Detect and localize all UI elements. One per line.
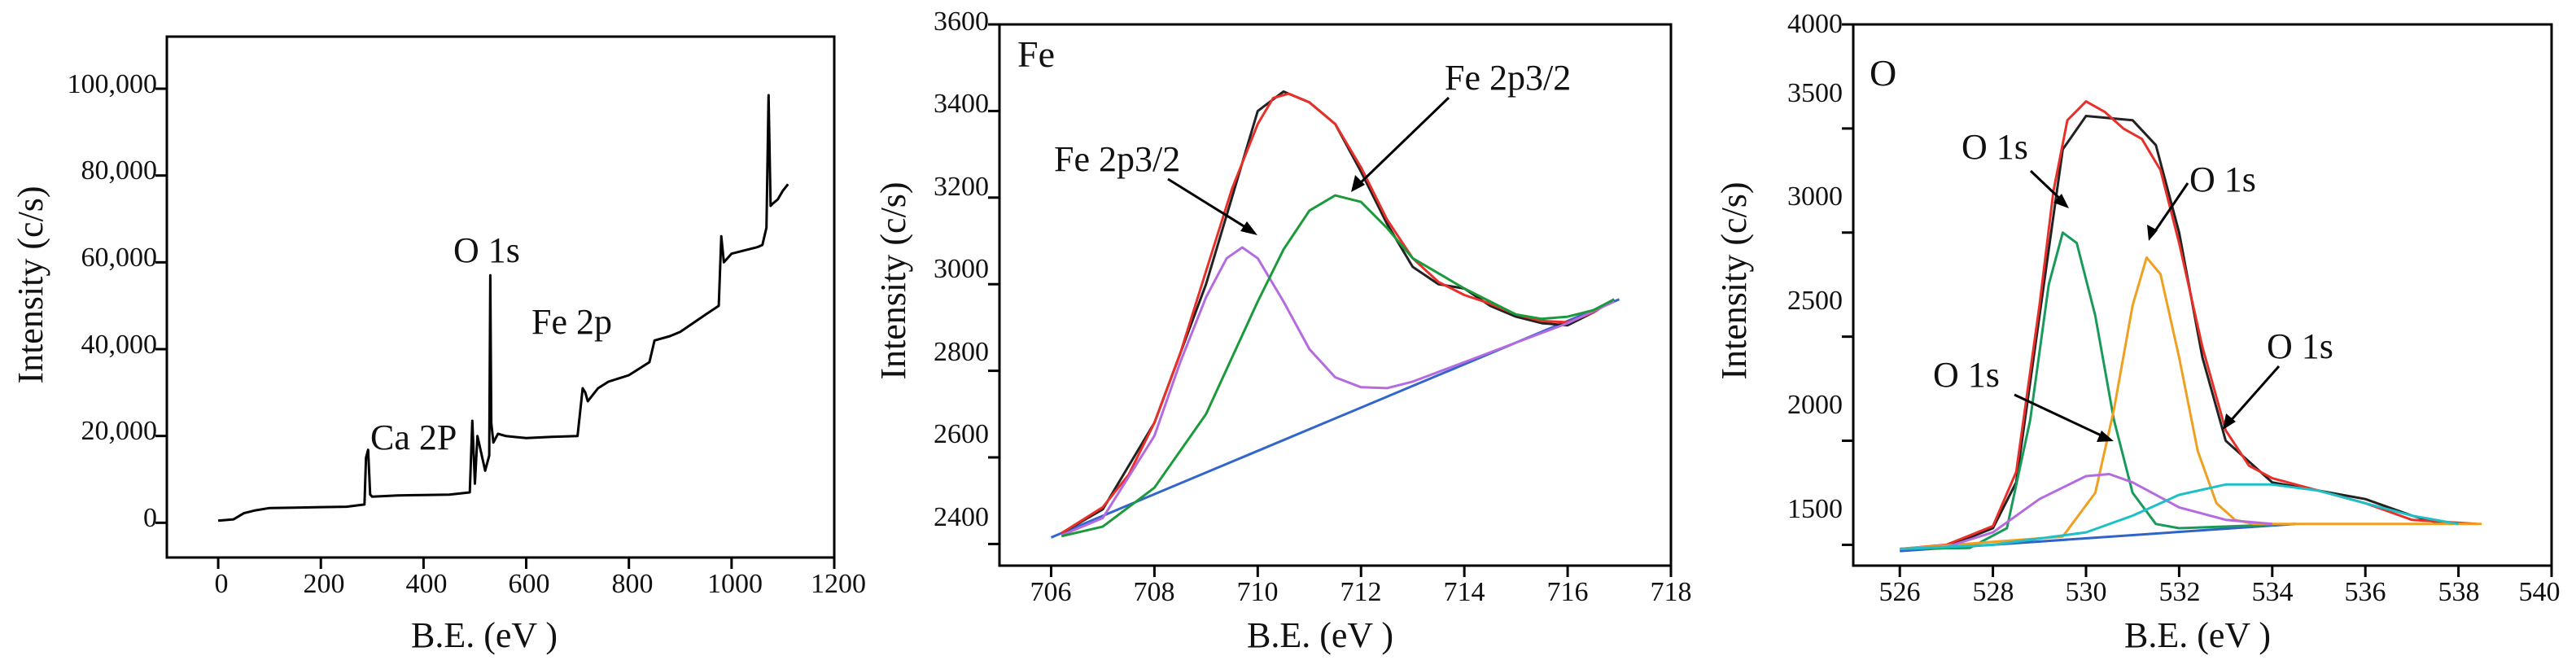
survey-x-ticks: [216, 558, 836, 569]
fe-ytick-label: 3200: [934, 172, 989, 202]
fe-2p32-annotation-right: Fe 2p3/2: [1445, 58, 1571, 98]
fe-x-ticks: [1049, 566, 1673, 577]
o-arrow-3: [2014, 393, 2107, 439]
fe-series-line-4: [1061, 246, 1615, 537]
fe-series-line-5: [1061, 194, 1615, 538]
o-plot-frame: [1852, 23, 2553, 567]
o-arrow-2: [2151, 182, 2189, 235]
fe-ytick-label: 2400: [934, 502, 989, 532]
fe-y-axis-label: Intensity (c/s): [873, 181, 913, 379]
o-xtick-label: 532: [2159, 577, 2201, 607]
survey-ytick-label: 60,000: [81, 243, 158, 273]
fe-ytick-label: 3600: [934, 7, 989, 37]
o-xtick-label: 528: [1973, 577, 2014, 607]
o-series: [1900, 100, 2482, 553]
fe-ytick-label: 3000: [934, 254, 989, 284]
o-xtick-label: 530: [2066, 577, 2107, 607]
fe-ytick-label: 2600: [934, 419, 989, 449]
survey-xtick-label: 600: [509, 569, 550, 599]
o-series-line-4: [1900, 231, 2296, 550]
survey-series-line-1: [217, 94, 789, 523]
o-ytick-label: 3000: [1787, 181, 1843, 212]
survey-y-axis-label: Intensity (c/s): [11, 186, 50, 383]
fe-ytick-label: 3400: [934, 89, 989, 119]
fe-left-arrowhead: [1240, 221, 1257, 235]
o-arrowhead-1: [2053, 194, 2069, 208]
survey-y-ticks: [155, 87, 167, 524]
survey-panel: 0 200 400 600 800 1000 1200 0 20,000 40,…: [11, 35, 866, 655]
survey-ytick-label: 80,000: [81, 155, 158, 186]
fe-ytick-label: 2800: [934, 337, 989, 367]
ca-2p-annotation: Ca 2P: [370, 418, 457, 457]
o-arrowhead-2: [2147, 225, 2158, 241]
o-ytick-label: 1500: [1787, 494, 1843, 524]
o-series-line-3: [1900, 100, 2478, 550]
survey-ytick-label: 20,000: [81, 416, 158, 446]
o-series-line-7: [1900, 483, 2459, 550]
fe-2p32-annotation-left: Fe 2p3/2: [1054, 139, 1180, 179]
fe-xtick-label: 706: [1030, 577, 1072, 607]
o-1s-annotation: O 1s: [453, 230, 520, 270]
o-ytick-label: 2000: [1787, 390, 1843, 420]
survey-xtick-label: 1000: [707, 569, 763, 599]
o-series-line-2: [1900, 115, 2459, 550]
survey-ytick-label: 40,000: [81, 330, 158, 360]
o-1s-annotation-1: O 1s: [1962, 127, 2028, 167]
survey-x-axis-label: B.E. (eV ): [411, 615, 558, 655]
survey-ytick-label: 0: [143, 503, 157, 533]
fe-right-arrowhead: [1351, 175, 1365, 192]
fe-plot-frame: [998, 23, 1673, 567]
fe-xtick-label: 712: [1340, 577, 1382, 607]
fe-xtick-label: 714: [1444, 577, 1485, 607]
o-arrowhead-3: [2097, 431, 2114, 442]
o-panel: 526 528 530 532 534 536 538 540 1500 200…: [1714, 9, 2561, 655]
survey-xtick-label: 800: [612, 569, 654, 599]
o-x-axis-label: B.E. (eV ): [2124, 615, 2271, 655]
survey-ytick-label: 100,000: [68, 69, 158, 99]
fe-series-line-2: [1061, 90, 1615, 535]
o-arrow-1: [2029, 169, 2065, 203]
o-1s-annotation-4: O 1s: [2267, 326, 2333, 366]
survey-xtick-label: 0: [215, 569, 229, 599]
fe-panel-title: Fe: [1017, 33, 1055, 75]
fe-xtick-label: 710: [1237, 577, 1279, 607]
fe-series: [1050, 90, 1620, 539]
o-y-ticks: [1842, 23, 1853, 546]
fe-2p-annotation: Fe 2p: [531, 302, 612, 342]
o-1s-annotation-2: O 1s: [2189, 160, 2256, 199]
survey-xtick-label: 400: [406, 569, 448, 599]
fe-xtick-label: 718: [1651, 577, 1692, 607]
fe-panel: 706 708 710 712 714 716 718 2400 2600 28…: [873, 7, 1692, 655]
survey-xtick-label: 1200: [811, 569, 866, 599]
o-xtick-label: 536: [2345, 577, 2386, 607]
o-series-line-6: [1900, 473, 2272, 550]
o-xtick-label: 534: [2252, 577, 2294, 607]
fe-right-arrow: [1356, 96, 1450, 187]
fe-x-axis-label: B.E. (eV ): [1247, 615, 1393, 655]
fe-y-ticks: [988, 23, 999, 545]
o-panel-title: O: [1870, 52, 1896, 94]
o-y-axis-label: Intensity (c/s): [1714, 181, 1754, 379]
o-ytick-label: 2500: [1787, 286, 1843, 316]
o-arrowhead-4: [2223, 413, 2236, 430]
o-xtick-label: 538: [2438, 577, 2480, 607]
fe-xtick-label: 716: [1547, 577, 1589, 607]
fe-xtick-label: 708: [1134, 577, 1175, 607]
survey-xtick-label: 200: [304, 569, 345, 599]
o-arrow-4: [2227, 365, 2281, 424]
o-ytick-label: 4000: [1787, 9, 1843, 39]
o-xtick-label: 526: [1879, 577, 1921, 607]
fe-left-arrow: [1167, 177, 1253, 233]
survey-plot-frame: [165, 35, 836, 559]
o-x-ticks: [1898, 566, 2553, 577]
o-1s-annotation-3: O 1s: [1933, 355, 2000, 395]
survey-series: [217, 94, 789, 523]
o-xtick-label: 540: [2519, 577, 2561, 607]
o-ytick-label: 3500: [1787, 78, 1843, 108]
